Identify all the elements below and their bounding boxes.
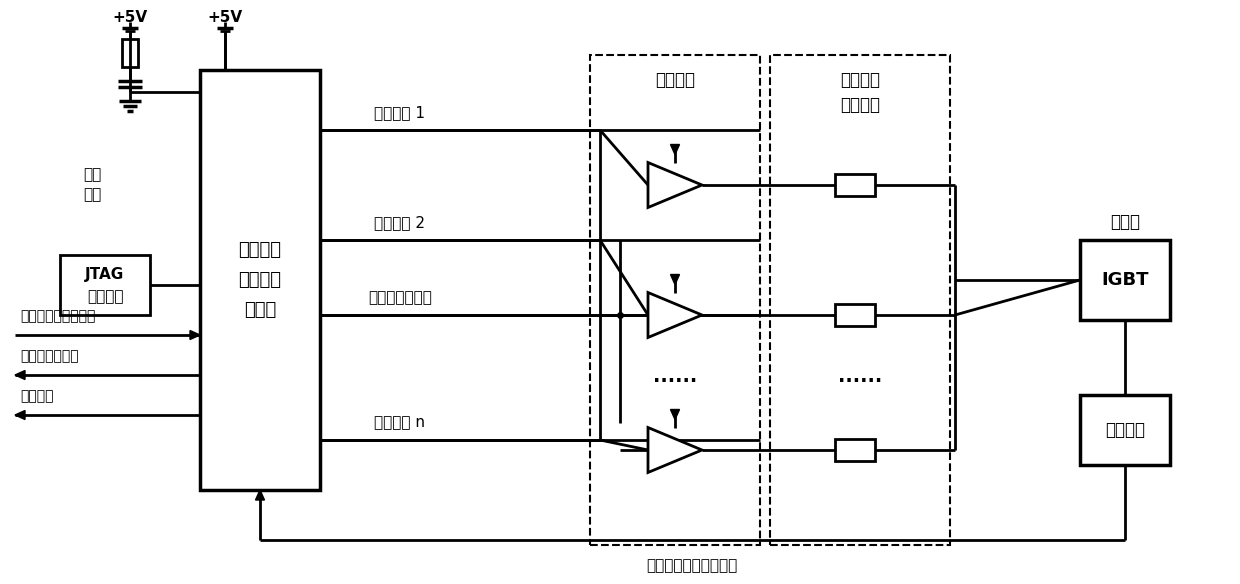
Polygon shape <box>671 144 680 155</box>
Text: IGBT: IGBT <box>1101 271 1148 289</box>
Text: 下载接口: 下载接口 <box>87 290 123 304</box>
Text: JTAG: JTAG <box>86 267 125 283</box>
Bar <box>122 39 138 67</box>
Text: 复位: 复位 <box>83 168 102 182</box>
Polygon shape <box>649 293 702 338</box>
Text: +5V: +5V <box>113 9 148 25</box>
Text: 电路: 电路 <box>83 187 102 203</box>
Text: 开关选择 2: 开关选择 2 <box>374 215 425 230</box>
Text: 制芯片: 制芯片 <box>244 301 277 319</box>
Text: +5V: +5V <box>207 9 243 25</box>
Text: 下桥臂状态反馈: 下桥臂状态反馈 <box>20 349 78 363</box>
Bar <box>1080 240 1171 320</box>
Bar <box>835 174 875 196</box>
Polygon shape <box>255 490 264 500</box>
Text: 栅极驱动: 栅极驱动 <box>839 71 880 89</box>
Polygon shape <box>649 162 702 207</box>
Polygon shape <box>649 427 702 472</box>
Text: 下桥臂控制脉冲: 下桥臂控制脉冲 <box>368 290 432 305</box>
Text: 检测电路: 检测电路 <box>1105 421 1145 439</box>
Bar <box>200 70 320 490</box>
Text: 电阻阵列: 电阻阵列 <box>839 96 880 114</box>
Bar <box>835 439 875 461</box>
Text: 下桥臂: 下桥臂 <box>1110 213 1140 231</box>
Text: 脉冲分配: 脉冲分配 <box>238 241 281 259</box>
Polygon shape <box>15 370 25 380</box>
Text: ······: ······ <box>653 373 697 391</box>
Bar <box>835 304 875 326</box>
Text: 故障代码: 故障代码 <box>20 389 53 403</box>
Polygon shape <box>671 409 680 419</box>
Bar <box>770 55 950 545</box>
Bar <box>60 255 150 315</box>
Text: ······: ······ <box>838 373 882 391</box>
Polygon shape <box>190 331 200 339</box>
Text: 及数字控: 及数字控 <box>238 271 281 289</box>
Polygon shape <box>671 274 680 284</box>
Bar <box>590 55 760 545</box>
Bar <box>1080 395 1171 465</box>
Text: 开关选择 n: 开关选择 n <box>374 415 425 430</box>
Text: 开关选择 1: 开关选择 1 <box>374 105 425 120</box>
Text: 开关阵列: 开关阵列 <box>655 71 694 89</box>
Text: 下桥臂控制脉冲信号: 下桥臂控制脉冲信号 <box>20 309 95 323</box>
Polygon shape <box>15 411 25 419</box>
Text: 过流、过压等反馈信号: 过流、过压等反馈信号 <box>646 558 738 573</box>
